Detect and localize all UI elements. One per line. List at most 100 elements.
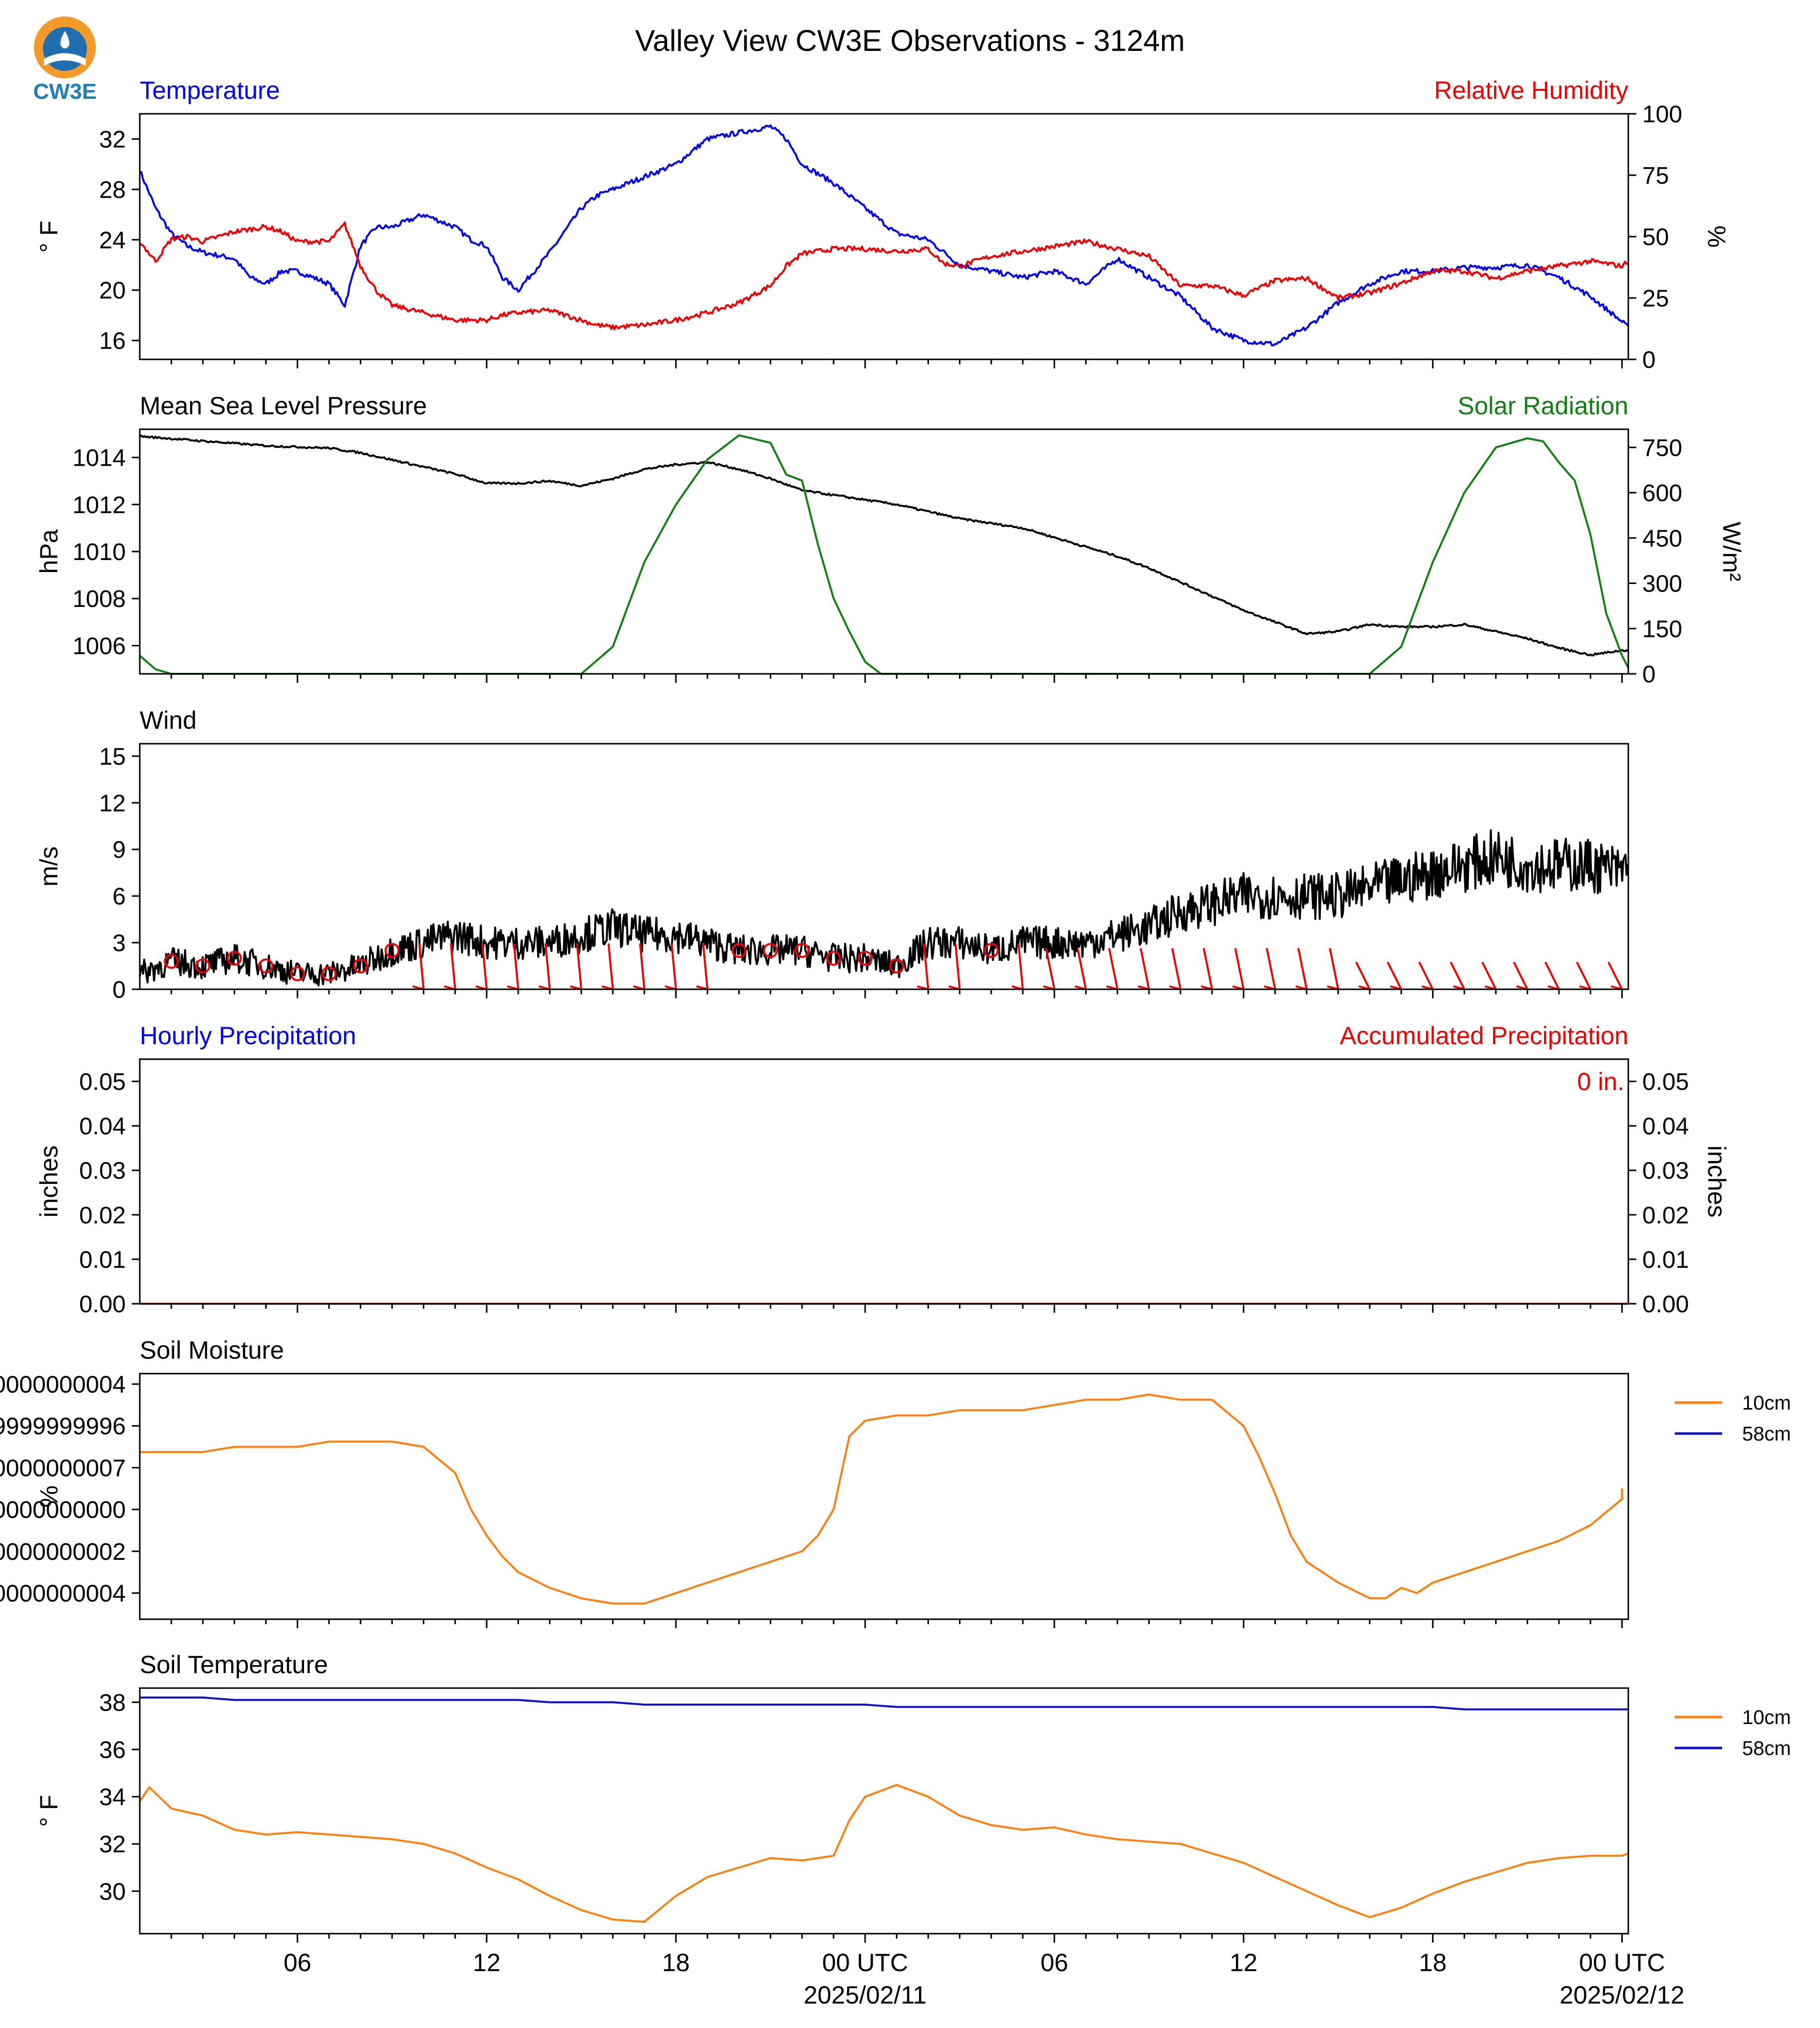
wind-barb-staff (481, 943, 488, 990)
calm-barb-marker (826, 950, 841, 966)
y-tick-label: 1008 (72, 586, 126, 612)
panel-wind: Wind 0 3 6 9 12 15 m/s (35, 706, 1629, 1003)
x-tick-label: 06 (1040, 1949, 1068, 1977)
y-tick-label-right: 750 (1642, 435, 1682, 461)
y-tick-label: 24 (99, 227, 126, 254)
logo-text: CW3E (33, 79, 96, 104)
y-axis-label-right: % (1703, 226, 1731, 248)
series-line-green (139, 434, 1629, 675)
logo-wave-icon (44, 53, 86, 66)
y-tick-label-right: 450 (1642, 526, 1682, 552)
plot-frame (139, 743, 1629, 990)
x-date-label: 2025/02/12 (1559, 1981, 1684, 2009)
series-line-58cm (140, 1696, 1628, 1711)
y-tick-label-right: 50 (1642, 224, 1669, 251)
y-tick-label: 1014 (72, 445, 126, 472)
x-axis (170, 1304, 1623, 1313)
y-axis-label: hPa (35, 529, 63, 574)
y-tick-label-right: 100 (1642, 101, 1682, 128)
plot-frame (139, 1058, 1629, 1305)
wind-barb-staff (1297, 948, 1308, 990)
calm-barb-marker (195, 958, 211, 974)
x-date-label: 2025/02/11 (804, 1981, 927, 2009)
wind-barb-staff (1513, 961, 1528, 990)
y-tick-label: 7.2000000000000002 (0, 1539, 126, 1565)
wind-barb-staff (513, 943, 520, 990)
calm-barb-marker (353, 958, 368, 974)
calm-barb-marker (258, 958, 274, 974)
series-line-10cm (139, 1784, 1629, 1923)
y-axis-label: ° F (35, 221, 63, 253)
x-tick-label: 00 UTC (1579, 1949, 1665, 1977)
wind-barb-staff (1108, 948, 1119, 990)
y-tick-label: 10.4000000000000004 (0, 1372, 126, 1398)
series-line-10cm (140, 1393, 1623, 1605)
y-tick-label-right: 300 (1642, 571, 1682, 597)
series-line-blue (139, 124, 1629, 347)
y-tick-label: 6.4000000000000004 (0, 1581, 126, 1607)
y-axis-left: 0 3 6 9 12 15 m/s (35, 744, 140, 1003)
x-tick-label: 12 (1229, 1949, 1257, 1977)
wind-barb-staff (1017, 943, 1024, 990)
series-lines (139, 829, 1629, 987)
wind-barb-staff (1481, 961, 1497, 990)
panel-pressure_solar: Mean Sea Level Pressure Solar Radiation 10… (35, 392, 1746, 688)
x-tick-label: 12 (473, 1949, 501, 1977)
y-tick-label: 0.01 (79, 1247, 126, 1273)
y-tick-label: 9 (112, 837, 126, 864)
wind-barb-staff (450, 943, 456, 990)
x-axis (170, 359, 1623, 368)
y-axis-label: ° F (35, 1795, 63, 1827)
panel-precip: Hourly Precipitation Accumulated Precipit… (35, 1022, 1731, 1318)
plot-frame (139, 1373, 1629, 1620)
panel-title-right: Relative Humidity (1434, 76, 1628, 104)
y-tick-label-right: 0.01 (1642, 1247, 1689, 1273)
panel-temp_rh: Temperature Relative Humidity 16 20 24 28 32 ° … (35, 76, 1731, 373)
y-axis-right: 0 25 50 75 100% (1628, 101, 1731, 373)
y-tick-label: 0.03 (79, 1158, 126, 1184)
calm-barb-marker (227, 950, 242, 966)
panel-title-left: Soil Temperature (140, 1651, 328, 1679)
calm-barb-marker (889, 958, 905, 974)
calm-barb-marker (858, 950, 873, 966)
x-axis (170, 989, 1623, 998)
wind-barb-staff (922, 943, 929, 990)
y-tick-label: 34 (99, 1784, 126, 1811)
panel-title-right: Solar Radiation (1458, 392, 1628, 420)
y-tick-label-right: 0.05 (1642, 1069, 1689, 1096)
y-tick-label-right: 0.02 (1642, 1202, 1689, 1229)
series-line-black (139, 829, 1629, 987)
wind-barb-staff (670, 943, 677, 990)
wind-barb-staff (1203, 948, 1213, 990)
x-tick-label: 06 (284, 1949, 311, 1977)
panel-title-left: Wind (140, 706, 197, 734)
series-line-black (139, 434, 1629, 657)
accumulated-annotation: 0 in. (1577, 1068, 1624, 1096)
legend-label: 10cm (1742, 1392, 1791, 1414)
x-tick-label: 00 UTC (822, 1949, 908, 1977)
wind-barb-staff (639, 943, 645, 990)
wind-barb-staff (1387, 961, 1402, 990)
x-axis (170, 674, 1623, 683)
wind-barb-staff (1171, 948, 1182, 990)
y-axis-left: 6.4000000000000004 7.2000000000000002 8.00… (0, 1372, 140, 1607)
y-tick-label: 6 (112, 883, 126, 910)
x-tick-label: 18 (1419, 1949, 1447, 1977)
x-axis: 06 12 18 00 UTC 2025/02/11 06 12 18 00 UTC 2025/0… (170, 1934, 1684, 2009)
calm-barb-marker (794, 943, 810, 958)
panel-title-left: Soil Moisture (140, 1336, 284, 1364)
wind-barb-staff (1140, 948, 1150, 990)
y-tick-label: 9.5999999999999996 (0, 1414, 126, 1440)
panel-soil_temp: Soil Temperature 30 32 34 36 38 ° F 06 12 18 00 UT… (35, 1651, 1791, 2009)
calm-barb-marker (731, 943, 747, 958)
calm-barb-marker (763, 943, 778, 958)
y-tick-label: 16 (99, 328, 126, 354)
y-tick-label-right: 25 (1642, 286, 1669, 312)
y-tick-label-right: 0 (1642, 661, 1656, 688)
y-tick-label: 36 (99, 1737, 126, 1763)
legend-label: 58cm (1742, 1423, 1791, 1445)
y-axis-left: 16 20 24 28 32 ° F (35, 126, 140, 354)
y-tick-label: 32 (99, 126, 126, 153)
